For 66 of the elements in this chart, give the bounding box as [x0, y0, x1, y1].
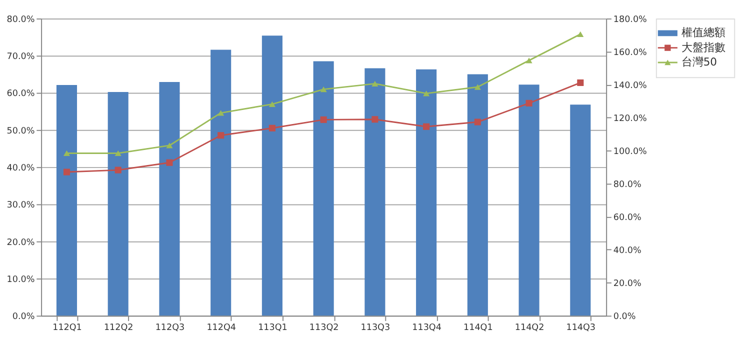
bar — [313, 61, 334, 316]
point — [320, 86, 327, 92]
x-tick-label: 113Q4 — [412, 322, 442, 333]
point — [114, 150, 122, 156]
y-tick-label: 30.0% — [6, 200, 35, 211]
point — [166, 142, 173, 148]
x-tick-label: 113Q3 — [360, 322, 390, 333]
y2-tick-label: 60.0% — [613, 213, 642, 224]
y-tick-label: 70.0% — [6, 52, 35, 62]
y-tick-label: 40.0% — [6, 164, 35, 174]
bar — [159, 82, 180, 316]
point — [320, 116, 327, 123]
bar — [518, 84, 540, 316]
point — [423, 123, 430, 130]
x-tick-label: 114Q1 — [464, 322, 493, 333]
y2-tick-label: 160.0% — [613, 48, 647, 58]
legend-label: 大盤指數 — [681, 40, 726, 54]
x-tick-label: 112Q3 — [155, 322, 185, 333]
y2-tick-label: 100.0% — [613, 146, 647, 157]
y-tick-label: 20.0% — [6, 238, 35, 248]
y2-tick-label: 20.0% — [613, 279, 642, 290]
bar — [570, 104, 591, 316]
point — [474, 84, 481, 90]
point — [268, 124, 276, 132]
y-tick-label: 80.0% — [6, 14, 35, 25]
y2-tick-label: 120.0% — [613, 114, 647, 124]
y-tick-label: 60.0% — [6, 89, 35, 100]
point — [423, 90, 430, 96]
x-tick-label: 112Q1 — [52, 322, 82, 333]
x-tick-label: 112Q4 — [206, 322, 236, 333]
point — [577, 31, 584, 38]
x-tick-label: 114Q2 — [514, 322, 544, 333]
point — [372, 80, 378, 87]
bar — [56, 84, 78, 316]
x-tick-label: 113Q2 — [309, 322, 339, 333]
bar — [210, 50, 232, 316]
point — [526, 100, 532, 106]
y-tick-label: 10.0% — [6, 274, 35, 285]
point — [218, 132, 224, 139]
point — [268, 101, 276, 108]
point — [114, 166, 122, 174]
x-tick-label: 114Q3 — [566, 322, 596, 333]
point — [63, 168, 70, 176]
bar — [416, 69, 437, 316]
y2-tick-label: 0.0% — [613, 312, 636, 322]
y2-tick-label: 180.0% — [613, 14, 647, 25]
x-tick-label: 113Q1 — [258, 322, 288, 333]
y2-tick-label: 140.0% — [613, 80, 647, 91]
legend-label: 權值總額 — [681, 26, 726, 40]
y-tick-label: 50.0% — [6, 126, 35, 136]
point — [577, 79, 584, 86]
bar — [262, 36, 282, 316]
point — [526, 58, 532, 64]
point — [218, 110, 224, 116]
y2-tick-label: 80.0% — [613, 180, 642, 190]
y-tick-label: 0.0% — [12, 312, 35, 322]
point — [474, 118, 481, 126]
bar — [364, 68, 386, 316]
point — [166, 159, 173, 166]
point — [372, 116, 378, 123]
y2-tick-label: 40.0% — [613, 246, 642, 256]
legend-label: 台灣50 — [681, 55, 718, 68]
x-tick-label: 112Q2 — [104, 322, 134, 333]
point — [63, 150, 70, 156]
bar — [108, 92, 128, 316]
bar — [467, 74, 488, 316]
